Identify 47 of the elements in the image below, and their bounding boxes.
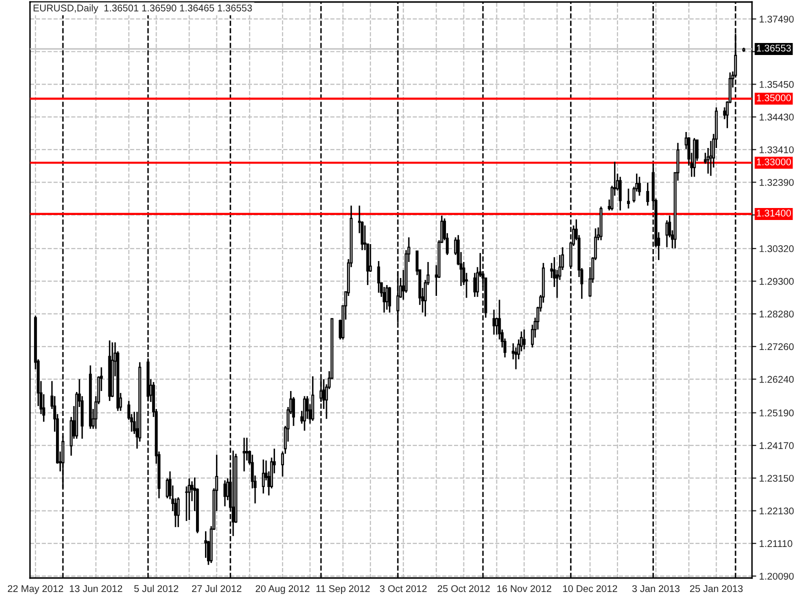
- y-tick-label: 1.35450: [760, 81, 794, 88]
- y-tick-label: 1.30320: [760, 245, 794, 252]
- candlestick: [262, 458, 265, 494]
- x-tick-label: 13 Jun 2012: [70, 585, 122, 592]
- y-tick-label: 1.32390: [760, 178, 794, 186]
- chart-title: EURUSD,Daily 1.36501 1.36590 1.36465 1.36553: [34, 4, 252, 14]
- x-tick-label: 11 Sep 2012: [316, 585, 370, 594]
- candlestick: [242, 437, 246, 472]
- candlestick: [176, 496, 180, 528]
- x-tick-label: 5 Jul 2012: [134, 584, 178, 592]
- ref-line-label: 1.33000: [756, 158, 791, 166]
- x-tick-label: 27 Jul 2012: [192, 584, 242, 592]
- candlestick: [638, 176, 641, 196]
- y-tick-label: 1.26240: [760, 376, 794, 383]
- candlestick: [223, 480, 226, 507]
- ref-line-label: 1.31400: [756, 210, 791, 217]
- candlestick: [646, 182, 650, 206]
- candlestick: [377, 260, 380, 294]
- ref-line-label: 1.36553: [756, 44, 791, 52]
- x-tick-label: 16 Nov 2012: [497, 585, 552, 592]
- y-tick-label: 1.21110: [760, 540, 792, 548]
- y-tick-label: 1.33410: [760, 146, 794, 154]
- y-tick-label: 1.29300: [760, 278, 794, 285]
- x-tick-label: 10 Dec 2012: [563, 585, 618, 592]
- candlestick: [303, 395, 306, 432]
- x-tick-label: 25 Jan 2013: [690, 585, 743, 592]
- y-tick-label: 1.22130: [760, 507, 794, 514]
- candlestick: [382, 286, 386, 314]
- x-tick-label: 3 Jan 2013: [632, 585, 680, 592]
- x-tick-label: 22 May 2012: [8, 585, 64, 594]
- candlestick: [388, 286, 392, 314]
- y-tick-label: 1.27260: [760, 343, 794, 350]
- candlestick: [492, 308, 496, 336]
- y-tick-label: 1.34430: [760, 114, 794, 121]
- y-tick-label: 1.37490: [760, 16, 794, 23]
- y-tick-label: 1.23150: [760, 474, 794, 482]
- y-tick-label: 1.25190: [760, 410, 794, 416]
- candlestick: [627, 188, 630, 210]
- y-tick-label: 1.24170: [760, 442, 794, 450]
- candlestick: [665, 220, 668, 248]
- x-tick-label: 25 Oct 2012: [438, 585, 490, 592]
- x-tick-label: 20 Aug 2012: [256, 585, 310, 594]
- candlestick: [522, 328, 526, 350]
- ref-line-label: 1.35000: [756, 94, 791, 102]
- y-tick-label: 1.28280: [760, 310, 794, 318]
- y-tick-label: 1.20090: [760, 572, 794, 580]
- x-tick-label: 3 Oct 2012: [380, 585, 427, 592]
